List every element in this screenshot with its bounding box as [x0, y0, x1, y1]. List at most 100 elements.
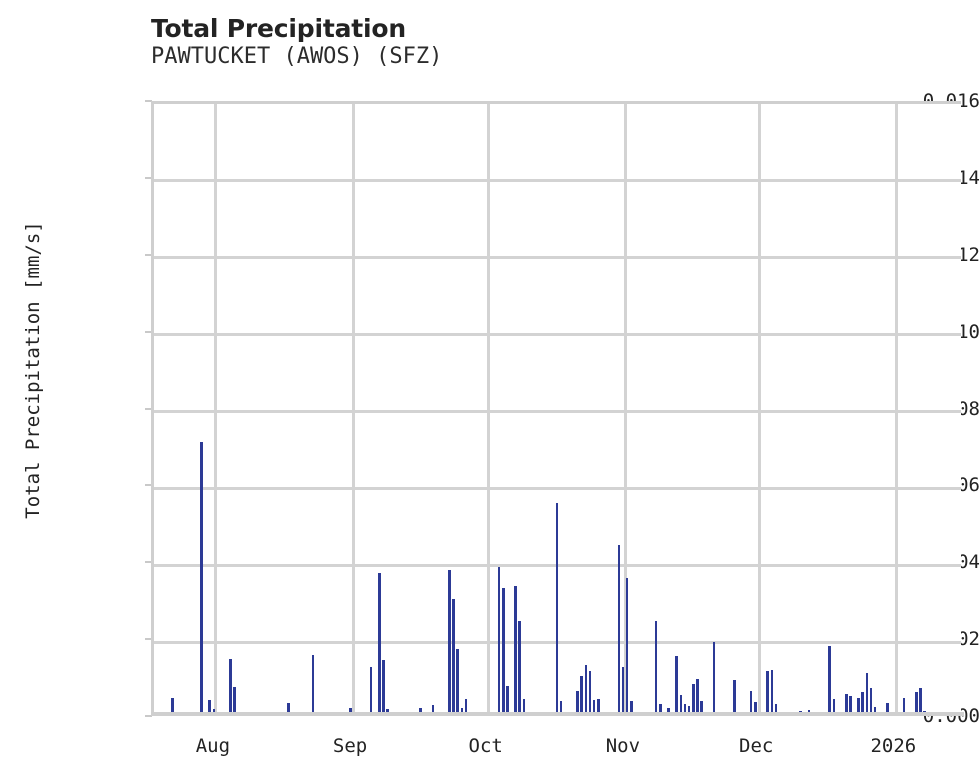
bar: [667, 707, 670, 716]
y-axis-tick-mark: [145, 407, 152, 410]
bar: [233, 687, 236, 716]
chart-subtitle: PAWTUCKET (AWOS) (SFZ): [151, 44, 443, 69]
bar: [514, 585, 517, 716]
x-axis-tick-label: Sep: [332, 735, 368, 757]
bar: [774, 704, 778, 716]
x-axis-tick-label: Oct: [468, 735, 503, 757]
bar: [683, 703, 687, 716]
gridline-horizontal: [154, 410, 961, 413]
x-axis-baseline: [151, 712, 964, 716]
bar: [712, 642, 716, 716]
bar: [464, 699, 468, 716]
bar: [208, 699, 212, 716]
bar: [621, 666, 625, 716]
bar: [915, 692, 918, 716]
bar: [865, 673, 869, 716]
y-axis-tick-mark: [145, 638, 152, 641]
gridline-vertical: [624, 104, 628, 716]
bar: [431, 704, 435, 716]
gridline-vertical: [487, 104, 491, 716]
gridline-horizontal: [154, 486, 961, 490]
bar: [919, 687, 922, 716]
bar: [617, 545, 621, 716]
y-axis-tick-mark: [145, 484, 152, 487]
bar: [518, 621, 522, 716]
bar: [287, 703, 290, 716]
gridline-horizontal: [154, 256, 961, 260]
gridline-vertical: [351, 104, 355, 716]
page-title: Total Precipitation: [151, 14, 406, 43]
y-axis-tick-mark: [145, 330, 152, 333]
bar: [766, 671, 769, 716]
bar: [555, 503, 559, 716]
bar: [696, 679, 699, 716]
title-block: Total Precipitation PAWTUCKET (AWOS) (SF…: [151, 14, 961, 70]
y-axis-tick-mark: [145, 253, 152, 256]
x-axis-tick-label: 2026: [870, 735, 917, 757]
bar: [886, 702, 889, 716]
bar: [692, 683, 695, 716]
bar: [584, 664, 588, 716]
bar: [700, 701, 703, 716]
bar: [869, 688, 873, 716]
bar: [497, 566, 501, 716]
bar: [902, 697, 906, 716]
y-axis-tick-mark: [145, 176, 152, 179]
x-axis-tick-label: Aug: [195, 735, 231, 757]
bar: [687, 705, 691, 716]
bar: [452, 598, 455, 716]
plot-inner: [154, 104, 961, 716]
x-axis-tick-label: Nov: [605, 735, 641, 757]
bar: [770, 669, 774, 716]
bar: [559, 701, 563, 716]
bar: [580, 676, 584, 716]
bar: [596, 699, 600, 716]
bar: [419, 707, 422, 716]
bar: [861, 691, 865, 716]
bar: [630, 701, 633, 716]
y-axis-tick-mark: [145, 561, 152, 564]
gridline-vertical: [757, 104, 761, 716]
bar: [679, 695, 683, 716]
y-axis-label: Total Precipitation [mm/s]: [22, 221, 44, 519]
bar: [625, 578, 629, 716]
bar: [832, 699, 836, 716]
bar: [460, 707, 464, 716]
bar: [592, 699, 596, 716]
bar: [675, 656, 679, 716]
bar: [349, 707, 352, 716]
bar: [844, 693, 848, 716]
bar: [654, 621, 658, 716]
bar: [171, 697, 174, 716]
bar: [733, 680, 736, 716]
gridline-horizontal: [154, 179, 961, 183]
bar: [873, 706, 877, 716]
bar: [828, 646, 831, 716]
bar: [849, 696, 852, 716]
bar: [200, 441, 203, 716]
bar: [576, 690, 579, 716]
gridline-vertical: [214, 104, 218, 716]
bar: [229, 659, 232, 716]
gridline-vertical: [894, 104, 898, 716]
bar: [369, 667, 373, 716]
x-axis-tick-label: Dec: [739, 735, 774, 757]
bar: [506, 686, 509, 716]
plot-area: [151, 101, 964, 716]
y-axis-tick-mark: [145, 100, 152, 102]
bar: [382, 659, 385, 716]
bar: [857, 698, 860, 716]
bar: [501, 587, 505, 716]
bar: [588, 671, 592, 716]
bar: [658, 704, 662, 716]
bar: [456, 648, 460, 716]
bar: [448, 569, 451, 716]
gridline-horizontal: [154, 333, 961, 337]
bar: [522, 699, 526, 716]
bar: [754, 702, 757, 716]
bar: [749, 690, 753, 716]
bar: [311, 655, 315, 716]
y-axis-tick-mark: [145, 715, 152, 717]
bar: [377, 573, 381, 716]
